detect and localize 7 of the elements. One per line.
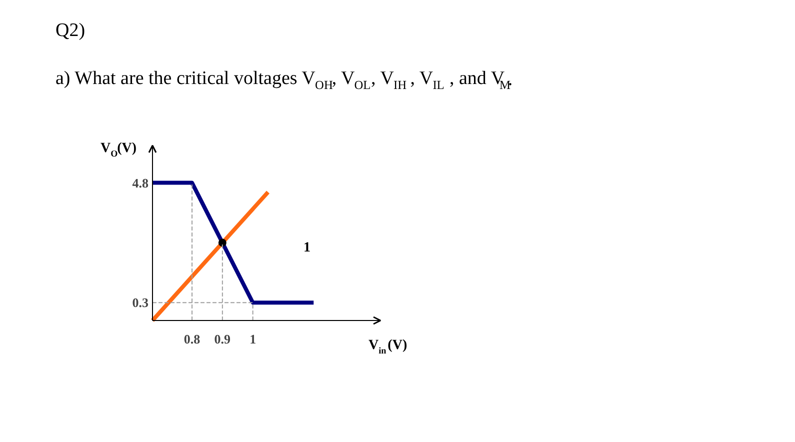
y-tick-label: 0.3 [132,295,149,310]
x-tick-label: 1 [250,332,256,346]
x-tick-label: 0.9 [214,332,232,346]
y-tick-label: 4.8 [132,175,149,190]
chart-title: Q2) [56,20,86,41]
annotation: 1 [304,240,310,256]
x-tick-label: 0.8 [184,332,201,346]
